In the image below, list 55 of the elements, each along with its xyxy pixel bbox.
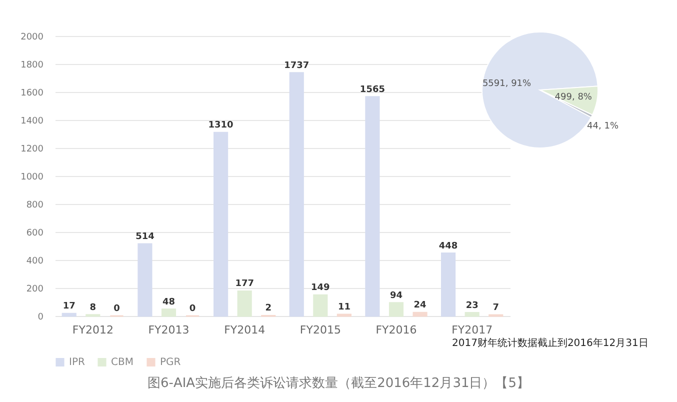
legend-label: IPR (69, 357, 85, 368)
x-tick-label: FY2015 (300, 324, 341, 336)
data-label: 94 (390, 290, 403, 301)
data-label: 23 (466, 300, 478, 311)
bar (161, 308, 176, 317)
data-label: 7 (492, 303, 500, 314)
data-label: 499, 8% (554, 92, 592, 102)
bar (214, 132, 228, 317)
y-tick-label: 1800 (20, 60, 44, 70)
bar (62, 312, 76, 317)
x-tick-label: FY2017 (452, 324, 493, 336)
bar (441, 252, 456, 317)
bar (138, 243, 152, 317)
data-label: 44, 1% (587, 121, 619, 132)
data-label: 5591, 91% (482, 78, 532, 89)
data-label: 1565 (360, 84, 385, 95)
bar (365, 96, 380, 317)
data-label: 8 (90, 302, 96, 313)
caption: 图6-AIA实施后各类诉讼请求数量（截至2016年12月31日）【5】 (146, 375, 531, 392)
y-tick-label: 400 (26, 256, 44, 266)
y-tick-label: 600 (26, 228, 44, 238)
y-tick-label: 800 (26, 200, 44, 210)
data-label: 1310 (208, 120, 234, 131)
y-tick-label: 0 (38, 312, 44, 322)
y-tick-label: 200 (26, 284, 44, 294)
data-label: 11 (338, 302, 350, 312)
text: 2017财年统计数据截止到2016年12月31日 (452, 336, 648, 350)
x-tick-label: FY2016 (376, 324, 417, 336)
bar (289, 72, 304, 317)
bar (313, 294, 328, 317)
legend-label: CBM (111, 357, 134, 368)
x-tick-label: FY2013 (148, 324, 190, 336)
data-label: 48 (162, 297, 176, 308)
y-tick-label: 2000 (20, 32, 44, 42)
data-label: 2 (265, 304, 272, 314)
bar (412, 312, 428, 317)
data-label: 177 (235, 279, 254, 290)
y-tick-label: 1600 (20, 88, 44, 98)
y-tick-label: 1000 (20, 172, 44, 182)
data-label: 0 (189, 304, 196, 314)
x-tick-label: FY2012 (72, 324, 114, 336)
y-tick-label: 1400 (20, 116, 44, 126)
data-label: 514 (136, 232, 154, 242)
x-tick-label: FY2014 (224, 324, 266, 336)
data-label: 448 (438, 241, 458, 252)
bar (388, 302, 404, 317)
data-label: 1737 (284, 60, 310, 71)
bar (237, 290, 252, 317)
y-tick-label: 1200 (20, 144, 44, 154)
bar (464, 312, 480, 317)
legend-label: PGR (160, 357, 181, 368)
data-label: 0 (114, 304, 120, 314)
data-label: 17 (62, 302, 76, 312)
data-label: 149 (311, 283, 330, 294)
data-label: 24 (414, 300, 426, 311)
